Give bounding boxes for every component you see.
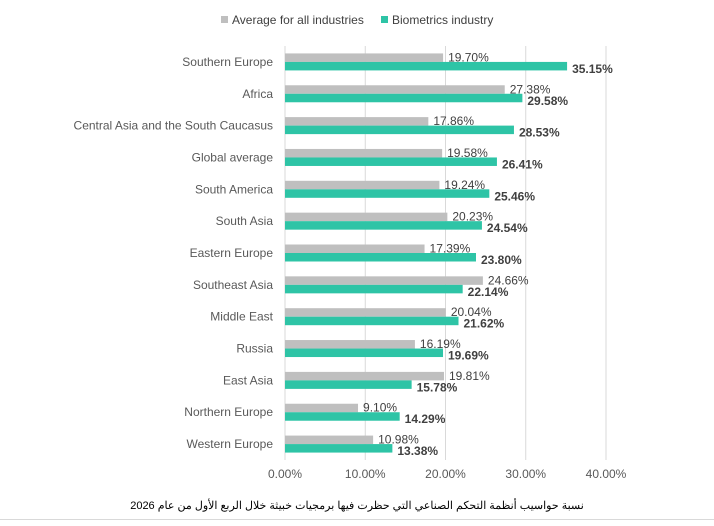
- bar-biometrics: [285, 221, 482, 230]
- category-label: South Asia: [216, 214, 274, 228]
- category-label: Middle East: [210, 310, 273, 324]
- bar-average: [285, 85, 505, 94]
- bar-biometrics: [285, 316, 459, 326]
- category-label: Eastern Europe: [190, 246, 274, 260]
- bar-biometrics: [285, 444, 393, 453]
- legend-label-biometrics: Biometrics industry: [392, 13, 494, 27]
- value-label-average: 19.24%: [444, 178, 485, 192]
- value-label-biometrics: 15.78%: [417, 380, 458, 394]
- legend-item-biometrics: Biometrics industry: [381, 13, 493, 27]
- bar-chart: 0.00% 10.00% 20.00% 30.00% 40.00% Southern Eu…: [74, 46, 627, 481]
- x-tick-label: 40.00%: [586, 467, 627, 481]
- value-label-average: 27.38%: [510, 82, 551, 96]
- bar-average: [285, 371, 444, 381]
- legend-label-average: Average for all industries: [232, 13, 364, 27]
- bar-average: [285, 244, 425, 253]
- legend-item-average: Average for all industries: [221, 13, 364, 27]
- bar-biometrics: [285, 125, 514, 135]
- value-label-biometrics: 26.41%: [502, 157, 543, 171]
- category-label: Northern Europe: [184, 405, 273, 419]
- category-label: South America: [195, 182, 273, 196]
- value-label-biometrics: 19.69%: [448, 349, 489, 363]
- category-label: Southeast Asia: [193, 278, 273, 292]
- category-label: Africa: [242, 87, 273, 101]
- x-tick-label: 0.00%: [268, 467, 302, 481]
- bar-average: [285, 117, 429, 126]
- value-label-average: 20.04%: [451, 305, 492, 319]
- value-label-biometrics: 24.54%: [487, 221, 528, 235]
- value-label-biometrics: 14.29%: [405, 412, 446, 426]
- value-label-average: 20.23%: [452, 210, 493, 224]
- value-label-average: 17.86%: [433, 114, 474, 128]
- bar-average: [285, 180, 440, 190]
- value-label-average: 17.39%: [430, 242, 471, 256]
- value-label-average: 19.70%: [448, 50, 489, 64]
- value-label-biometrics: 29.58%: [527, 94, 568, 108]
- value-label-biometrics: 23.80%: [481, 253, 522, 267]
- bar-biometrics: [285, 348, 444, 358]
- chart-caption: نسبة حواسيب أنظمة التحكم الصناعي التي حظ…: [130, 500, 584, 512]
- bar-average: [285, 340, 415, 349]
- bar-average: [285, 212, 448, 222]
- value-label-biometrics: 13.38%: [397, 444, 438, 458]
- bar-average: [285, 403, 359, 413]
- category-label: Western Europe: [187, 437, 274, 451]
- legend-swatch-average: [221, 16, 228, 23]
- bar-average: [285, 53, 444, 62]
- value-label-average: 19.58%: [447, 146, 488, 160]
- bar-biometrics: [285, 93, 523, 103]
- category-label: Russia: [236, 342, 273, 356]
- value-label-average: 19.81%: [449, 369, 490, 383]
- category-label: Global average: [192, 150, 274, 164]
- value-label-average: 24.66%: [488, 273, 529, 287]
- bar-biometrics: [285, 157, 497, 166]
- x-tick-label: 30.00%: [505, 467, 546, 481]
- value-label-average: 10.98%: [378, 433, 419, 447]
- bottom-divider: [0, 519, 714, 520]
- bar-biometrics: [285, 61, 568, 71]
- value-label-biometrics: 35.15%: [572, 62, 613, 76]
- value-label-average: 16.19%: [420, 337, 461, 351]
- bar-biometrics: [285, 189, 490, 198]
- bar-average: [285, 148, 443, 158]
- category-label: Central Asia and the South Caucasus: [74, 119, 273, 133]
- legend-swatch-biometrics: [381, 16, 388, 23]
- value-label-average: 9.10%: [363, 401, 397, 415]
- x-tick-label: 10.00%: [345, 467, 386, 481]
- bar-biometrics: [285, 284, 463, 294]
- bar-average: [285, 435, 374, 445]
- bar-biometrics: [285, 380, 412, 389]
- bar-average: [285, 308, 446, 317]
- value-label-biometrics: 21.62%: [464, 317, 505, 331]
- x-tick-label: 20.00%: [425, 467, 466, 481]
- value-label-biometrics: 22.14%: [468, 285, 509, 299]
- value-label-biometrics: 28.53%: [519, 126, 560, 140]
- bar-biometrics: [285, 412, 400, 421]
- bar-average: [285, 276, 483, 285]
- bar-biometrics: [285, 253, 476, 262]
- category-label: Southern Europe: [182, 55, 273, 69]
- chart-legend: Average for all industries Biometrics in…: [0, 13, 714, 29]
- category-label: East Asia: [223, 373, 273, 387]
- value-label-biometrics: 25.46%: [494, 189, 535, 203]
